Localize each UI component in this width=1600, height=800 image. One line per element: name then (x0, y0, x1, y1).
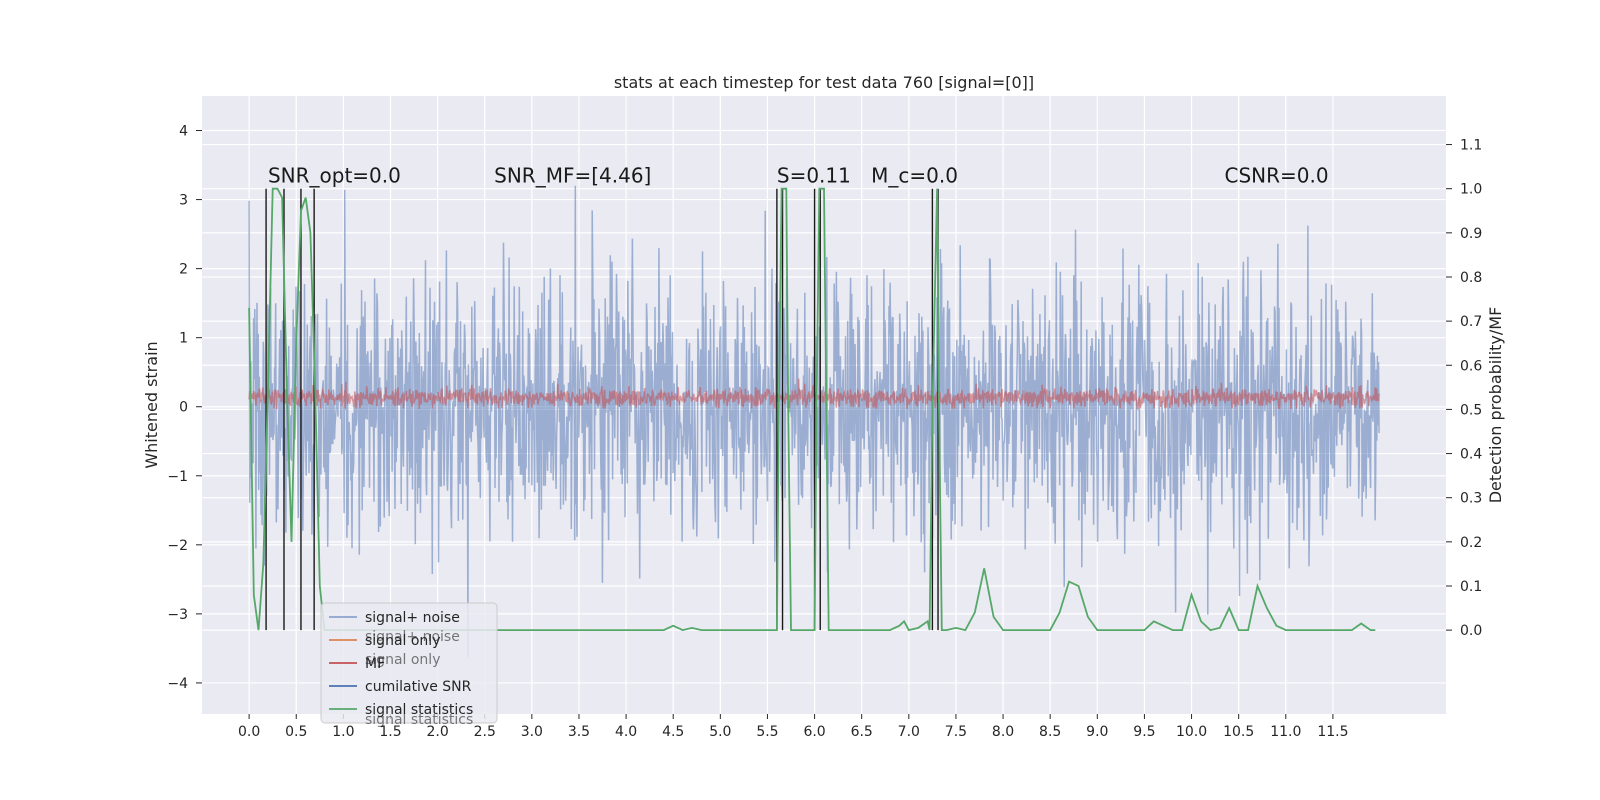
y2-axis-label: Detection probability/MF (1486, 307, 1505, 504)
annotation-text: SNR_opt=0.0 (268, 163, 401, 187)
y-axis-left: 4 3 2 1 0 −1 −2 −3 −4 (167, 124, 202, 692)
legend-ghost-label: signal+ noise (365, 629, 460, 645)
y-tick-label: 4 (179, 124, 188, 140)
x-tick-label: 0.0 (238, 724, 260, 740)
legend-ghost-label: signal statistics (365, 712, 473, 728)
x-tick-label: 11.5 (1317, 724, 1348, 740)
x-axis: 0.0 0.5 1.0 1.5 2.0 2.5 3.0 3.5 4.0 4.5 5.0 5.5 6.0 6… (238, 714, 1348, 740)
x-tick-label: 4.5 (662, 724, 684, 740)
x-tick-label: 2.0 (426, 724, 448, 740)
y2-tick-label: 1.1 (1460, 138, 1482, 154)
x-tick-label: 8.5 (1039, 724, 1061, 740)
legend-label: signal+ noise (365, 610, 460, 626)
x-tick-label: 2.5 (474, 724, 496, 740)
y2-tick-label: 0.4 (1460, 447, 1482, 463)
legend-label: MF (365, 656, 385, 672)
y-axis-label: Whitened strain (142, 341, 161, 468)
x-tick-label: 5.5 (756, 724, 778, 740)
y-tick-label: 3 (179, 193, 188, 209)
y2-tick-label: 0.8 (1460, 270, 1482, 286)
legend-box (320, 602, 498, 724)
x-tick-label: 10.0 (1176, 724, 1207, 740)
legend-label: signal statistics (365, 702, 473, 718)
y-tick-label: −1 (167, 469, 188, 485)
y-tick-label: 2 (179, 262, 188, 278)
y2-tick-label: 0.5 (1460, 402, 1482, 418)
x-tick-label: 6.0 (803, 724, 825, 740)
y2-tick-label: 0.6 (1460, 358, 1482, 374)
x-tick-label: 1.5 (379, 724, 401, 740)
x-tick-label: 5.0 (709, 724, 731, 740)
x-tick-label: 8.0 (992, 724, 1014, 740)
y2-tick-label: 0.7 (1460, 314, 1482, 330)
y2-tick-label: 0.2 (1460, 535, 1482, 551)
annotation-text: CSNR=0.0 (1225, 163, 1329, 187)
chart-title: stats at each timestep for test data 760… (614, 73, 1034, 92)
x-tick-label: 3.0 (521, 724, 543, 740)
y-axis-right: 1.1 1.0 0.9 0.8 0.7 0.6 0.5 0.4 0.3 0.2 0.1 0.0 (1446, 138, 1482, 639)
y2-tick-label: 0.9 (1460, 226, 1482, 242)
annotations: SNR_opt=0.0 SNR_MF=[4.46] S=0.11 M_c=0.0 CSN… (268, 163, 1329, 187)
y2-tick-label: 1.0 (1460, 182, 1482, 198)
annotation-text: M_c=0.0 (871, 163, 958, 187)
x-tick-label: 7.0 (898, 724, 920, 740)
legend-label: cumilative SNR (365, 679, 472, 695)
y-tick-label: 0 (179, 400, 188, 416)
x-tick-label: 0.5 (285, 724, 307, 740)
x-tick-label: 3.5 (568, 724, 590, 740)
y-tick-label: −3 (167, 607, 188, 623)
y2-tick-label: 0.3 (1460, 491, 1482, 507)
annotation-text: SNR_MF=[4.46] (494, 163, 651, 187)
legend-label: signal only (365, 633, 440, 649)
x-tick-label: 7.5 (945, 724, 967, 740)
y-tick-label: 1 (179, 331, 188, 347)
x-tick-label: 9.5 (1133, 724, 1155, 740)
x-tick-label: 9.0 (1086, 724, 1108, 740)
x-tick-label: 4.0 (615, 724, 637, 740)
y2-tick-label: 0.0 (1460, 623, 1482, 639)
y-tick-label: −4 (167, 676, 188, 692)
y-tick-label: −2 (167, 538, 188, 554)
x-tick-label: 1.0 (332, 724, 354, 740)
x-tick-label: 11.0 (1270, 724, 1301, 740)
x-tick-label: 10.5 (1223, 724, 1254, 740)
y2-tick-label: 0.1 (1460, 579, 1482, 595)
annotation-text: S=0.11 (777, 163, 851, 187)
legend-ghost-label: signal only (365, 652, 440, 668)
x-tick-label: 6.5 (851, 724, 873, 740)
